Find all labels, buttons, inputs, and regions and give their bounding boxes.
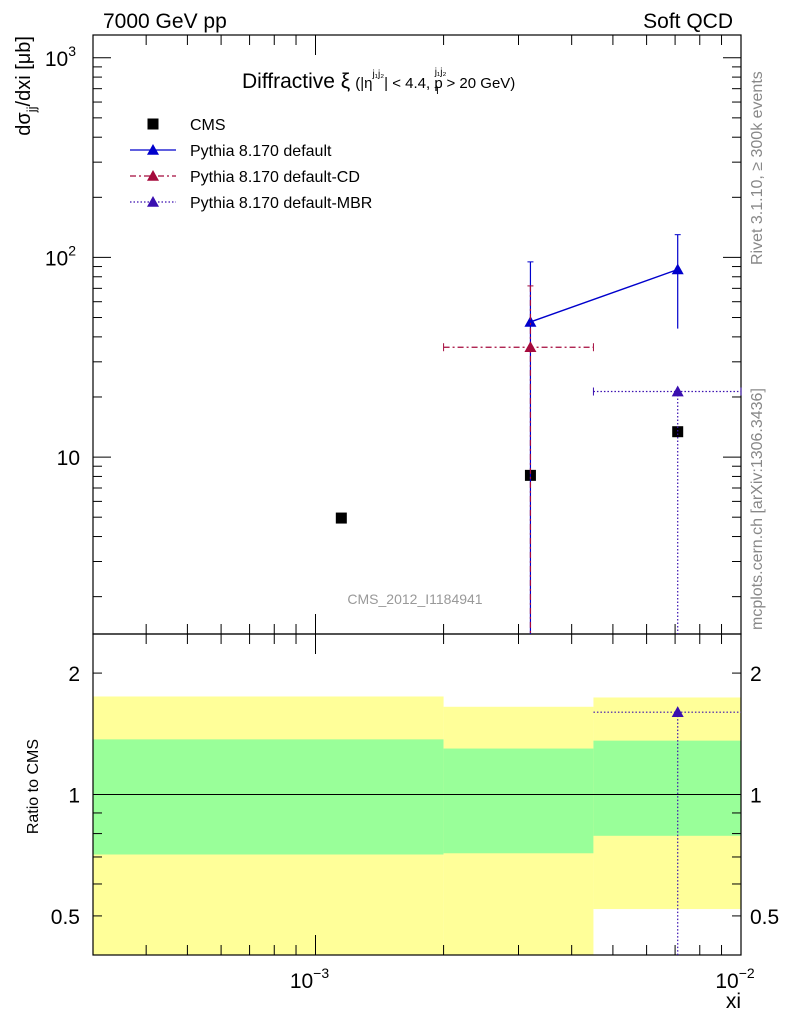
ratio-ytick-label-right: 0.5 [750,906,779,929]
title-cut-sub: T [434,86,440,97]
legend-marker [147,170,159,181]
band-inner-0 [93,739,444,855]
series-point-0 [524,341,537,353]
ratio-ytick-label-right: 1 [750,785,762,808]
tick-mantissa: 10 [715,970,738,993]
series-point-0 [671,385,684,397]
tick-exponent: −3 [313,965,329,981]
tick-mantissa: 10 [45,247,68,270]
legend-label: Pythia 8.170 default [190,143,332,160]
main-y-axis-label: dσjj/dxi [μb] [13,36,39,136]
series-2 [443,285,594,634]
ratio-ytick-label-right: 2 [750,663,762,686]
rivet-label: Rivet 3.1.10, ≥ 300k events [749,71,766,265]
ratio-ytick-label-left: 1 [68,785,80,808]
mcplots-label: mcplots.cern.ch [arXiv:1306.3436] [749,388,766,630]
legend-item-3: Pythia 8.170 default-MBR [130,195,372,212]
ratio-ytick-label-left: 2 [68,663,80,686]
series-point-0 [524,315,537,327]
tick-exponent: 3 [68,43,76,59]
legend: CMS Pythia 8.170 default Pythia 8.170 defa… [130,117,372,212]
main-xticks-bottom [92,614,742,634]
title-cut-sup1: j₁j₂ [371,69,384,80]
ylabel-d-sigma: dσ [13,112,35,136]
legend-item-2: Pythia 8.170 default-CD [130,169,360,186]
series-line [530,268,678,323]
series-3 [592,385,742,634]
ylabel-rest: /dxi [μb] [13,36,35,106]
main-yticks-right [723,57,741,598]
legend-label: Pythia 8.170 default-CD [190,169,360,186]
ratio-y-axis-label: Ratio to CMS [25,739,42,834]
title-cut-mid: | < 4.4, p [384,75,443,92]
ratio-series-0 [593,706,741,955]
legend-marker [147,144,159,155]
x-axis-label: xi [726,990,741,1013]
main-yticks-left [93,57,111,598]
legend-marker [147,118,159,130]
title-cut-sup2: j₁j₂ [434,67,447,78]
xtick-power-label: 10−2 [715,965,755,993]
tick-mantissa: 10 [290,970,313,993]
main-ytick-label: 10 [57,447,80,470]
main-ytick-power-label: 103 [45,43,76,71]
main-ytick-power-label: 102 [45,242,76,270]
band-inner-1 [443,748,594,854]
title-cut-end: > 20 GeV) [447,75,516,92]
title-cut: (|η [355,75,372,92]
ylabel-subscript: jj [24,106,39,113]
cms-point-0 [335,512,347,524]
band-inner-2 [593,740,741,836]
legend-label: Pythia 8.170 default-MBR [190,195,372,212]
legend-item-0: CMS [147,117,226,134]
legend-marker [147,196,159,207]
main-xticks-top [92,35,742,55]
ratio-point-0 [671,706,684,717]
tick-mantissa: 10 [45,48,68,71]
ratio-frame [92,633,742,956]
header-right: Soft QCD [643,10,733,33]
chart-title: Diffractive ξ (|ηj₁j₂| < 4.4, pj₁j₂ T > 20 … [242,67,515,97]
header-left: 7000 GeV pp [103,10,227,33]
ratio-bands [93,696,741,955]
ratio-xticks-top [92,634,742,654]
legend-item-1: Pythia 8.170 default [130,143,332,160]
watermark: CMS_2012_I1184941 [347,591,482,607]
ratio-ytick-label-left: 0.5 [51,906,80,929]
series-1 [524,234,684,634]
series-0 [335,426,684,524]
legend-label: CMS [190,117,226,134]
tick-exponent: 2 [68,242,76,258]
title-main: Diffractive ξ [242,70,350,93]
tick-exponent: −2 [739,965,755,981]
series-point-1 [671,263,684,275]
cms-point-2 [672,426,684,438]
xtick-power-label: 10−3 [290,965,330,993]
